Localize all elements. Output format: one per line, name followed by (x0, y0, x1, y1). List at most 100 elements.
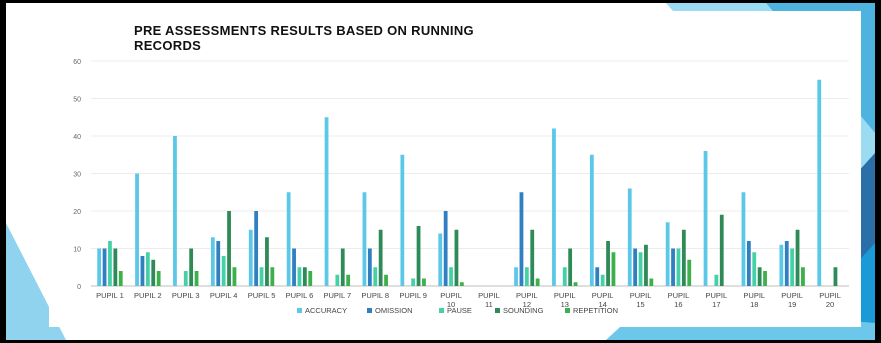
bar-pause (373, 267, 378, 286)
bar-repetition (118, 271, 123, 286)
bar-pause (562, 267, 567, 286)
bar-pause (790, 248, 795, 286)
bar-pause (524, 267, 529, 286)
bar-omission (216, 241, 221, 286)
bar-pause (676, 248, 681, 286)
x-tick-label: 20 (826, 300, 834, 309)
bar-omission (292, 248, 296, 286)
bar-accuracy (665, 222, 670, 286)
x-tick-label: 17 (712, 300, 720, 309)
legend-label-omission: OMISSION (375, 306, 413, 315)
x-tick-label: PUPIL (706, 291, 728, 300)
bar-repetition (459, 282, 464, 286)
legend-swatch-pause (439, 308, 444, 313)
bar-sounding (681, 229, 686, 286)
bar-sounding (416, 226, 421, 286)
bar-sounding (795, 229, 800, 286)
bar-accuracy (627, 188, 632, 286)
bar-sounding (833, 267, 838, 286)
bar-accuracy (286, 192, 291, 286)
bar-pause (638, 252, 643, 286)
bar-pause (600, 274, 605, 286)
bar-pause (411, 278, 416, 286)
legend-swatch-accuracy (297, 308, 302, 313)
x-tick-label: PUPIL 4 (210, 291, 238, 300)
x-tick-label: PUPIL 8 (361, 291, 389, 300)
legend-swatch-omission (367, 308, 372, 313)
bar-accuracy (173, 136, 177, 286)
x-tick-label: PUPIL 7 (324, 291, 352, 300)
bar-repetition (194, 271, 199, 286)
bar-sounding (568, 248, 573, 286)
x-tick-label: 10 (447, 300, 455, 309)
x-tick-label: PUPIL (668, 291, 690, 300)
bar-sounding (378, 229, 383, 286)
y-tick-label: 0 (77, 284, 81, 291)
bar-accuracy (703, 151, 708, 286)
bar-chart: 0 10 20 30 40 50 60 PUPIL 1 PUPIL 2 PUPIL 3 PUPIL … (73, 59, 849, 315)
x-tick-label: PUPIL 5 (248, 291, 276, 300)
x-tick-label: 14 (598, 300, 606, 309)
bar-omission (102, 248, 107, 286)
bar-repetition (232, 267, 237, 286)
y-tick-label: 20 (73, 209, 81, 216)
x-tick-label: PUPIL (592, 291, 614, 300)
bar-repetition (308, 271, 313, 286)
bar-repetition (801, 267, 805, 286)
bar-omission (784, 241, 789, 286)
x-tick-label: PUPIL (819, 291, 841, 300)
bar-repetition (384, 274, 388, 286)
bar-accuracy (362, 192, 367, 286)
bar-pause (183, 271, 188, 286)
bar-sounding (719, 214, 724, 286)
x-tick-label: 18 (750, 300, 758, 309)
bar-sounding (606, 241, 610, 286)
bar-pause (714, 274, 719, 286)
bar-omission (633, 248, 638, 286)
x-tick-label: PUPIL (630, 291, 652, 300)
bar-sounding (113, 248, 118, 286)
legend-label-sounding: SOUNDING (503, 306, 544, 315)
bar-pause (335, 274, 340, 286)
bar-accuracy (438, 233, 443, 286)
slide-frame: 0 10 20 30 40 50 60 PUPIL 1 PUPIL 2 PUPIL 3 PUPIL … (6, 3, 875, 340)
x-tick-label: PUPIL 2 (134, 291, 162, 300)
bar-repetition (649, 278, 654, 286)
x-tick-label: PUPIL 3 (172, 291, 200, 300)
bar-accuracy (210, 237, 215, 286)
bar-sounding (227, 211, 231, 286)
bar-sounding (189, 248, 194, 286)
bar-accuracy (248, 229, 253, 286)
bar-omission (671, 248, 675, 286)
bar-sounding (265, 237, 269, 286)
bar-omission (443, 211, 448, 286)
chart-title: PRE ASSESSMENTS RESULTS BASED ON RUNNING… (134, 23, 474, 53)
bar-repetition (156, 271, 161, 286)
legend-swatch-repetition (565, 308, 570, 313)
bar-pause (297, 267, 302, 286)
bar-pause (108, 241, 112, 286)
bar-accuracy (552, 128, 556, 286)
bar-repetition (763, 271, 767, 286)
bar-repetition (535, 278, 540, 286)
bar-omission (140, 256, 145, 286)
bar-accuracy (741, 192, 746, 286)
x-tick-label: PUPIL (478, 291, 500, 300)
x-tick-label: PUPIL 9 (399, 291, 427, 300)
bar-sounding (757, 267, 762, 286)
x-tick-label: PUPIL (516, 291, 538, 300)
x-tick-label: PUPIL (554, 291, 576, 300)
bar-sounding (644, 244, 648, 286)
y-tick-label: 60 (73, 59, 81, 66)
x-tick-label: 11 (485, 300, 493, 309)
bar-accuracy (97, 248, 102, 286)
x-tick-label: 15 (636, 300, 644, 309)
bar-omission (254, 211, 259, 286)
bar-repetition (422, 278, 426, 286)
x-tick-label: PUPIL (781, 291, 803, 300)
bar-sounding (340, 248, 345, 286)
bar-accuracy (589, 154, 594, 286)
x-tick-label: PUPIL (440, 291, 462, 300)
x-tick-label: 19 (788, 300, 796, 309)
bar-repetition (270, 267, 275, 286)
